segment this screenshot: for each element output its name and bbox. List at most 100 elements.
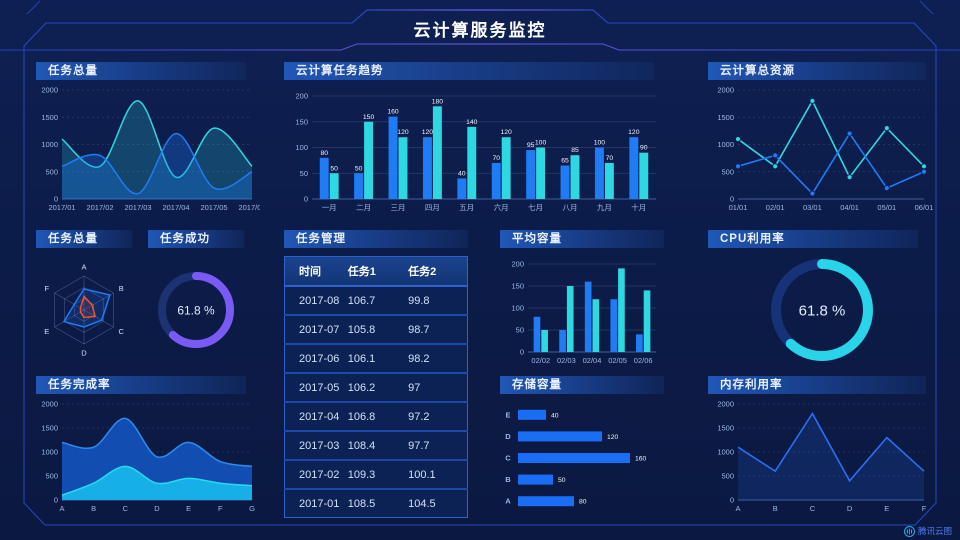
svg-text:2000: 2000	[41, 86, 58, 95]
svg-text:120: 120	[422, 129, 434, 136]
panel-header: 任务完成率	[36, 376, 246, 394]
table-row: 2017-05 106.2 97	[284, 373, 468, 403]
panel-task-table: 任务管理 时间 任务1 任务2 2017-08 106.7 99.8 2017-07 105.…	[284, 230, 468, 518]
svg-text:95: 95	[527, 142, 535, 149]
svg-text:C: C	[810, 504, 816, 513]
table-header: 时间	[284, 256, 347, 287]
svg-text:F: F	[44, 284, 49, 293]
table-cell: 2017-05	[284, 373, 347, 403]
panel-cpu-usage: CPU利用率 61.8 %	[708, 230, 936, 368]
svg-text:61.8 %: 61.8 %	[799, 302, 846, 319]
svg-text:02/05: 02/05	[608, 356, 627, 365]
svg-text:90: 90	[640, 145, 648, 152]
panel-task-total-radar: 任务总量 A B C D E F	[36, 230, 132, 368]
svg-text:四月: 四月	[425, 203, 440, 212]
svg-text:50: 50	[300, 169, 308, 178]
table-row: 2017-08 106.7 99.8	[284, 286, 468, 316]
panel-title: 内存利用率	[720, 379, 783, 391]
svg-text:B: B	[91, 504, 96, 513]
svg-text:E: E	[884, 504, 889, 513]
svg-text:0: 0	[730, 195, 734, 204]
svg-text:B: B	[505, 475, 511, 484]
svg-text:100: 100	[594, 140, 606, 147]
svg-text:120: 120	[397, 129, 409, 136]
svg-text:1500: 1500	[41, 113, 58, 122]
page-title: 云计算服务监控	[413, 21, 547, 40]
task-total-area-chart: 0 500 1000 1500 2000 2017/01 2017/02 2017/03 201…	[36, 80, 265, 215]
panel-title: 存储容量	[512, 379, 562, 391]
svg-text:1000: 1000	[41, 448, 58, 457]
svg-text:1000: 1000	[717, 140, 734, 149]
svg-text:A: A	[59, 504, 64, 513]
table-cell: 109.3	[346, 460, 408, 490]
svg-text:150: 150	[363, 114, 375, 121]
table-row: 2017-07 105.8 98.7	[284, 315, 468, 345]
table-row: 2017-04 106.8 97.2	[284, 402, 468, 432]
panel-header: CPU利用率	[708, 230, 918, 248]
svg-text:E: E	[186, 504, 191, 513]
svg-text:120: 120	[628, 129, 640, 136]
svg-text:D: D	[154, 504, 160, 513]
table-cell: 98.2	[407, 344, 468, 374]
table-cell: 2017-01	[299, 497, 340, 510]
svg-text:九月: 九月	[597, 203, 612, 212]
table-header: 任务1	[346, 256, 408, 287]
svg-text:0: 0	[730, 496, 734, 505]
task-management-table: 时间 任务1 任务2 2017-08 106.7 99.8 2017-07 105.8 98.7…	[284, 248, 468, 518]
svg-text:2000: 2000	[717, 400, 734, 409]
table-cell: 106.7	[346, 286, 408, 316]
panel-cloud-total-resources: 云计算总资源 0 500 1000 1500 2000 01/01 02/01 03/01 04…	[708, 62, 936, 215]
svg-text:150: 150	[295, 117, 308, 126]
panel-title: 任务管理	[296, 233, 346, 245]
svg-text:1000: 1000	[41, 140, 58, 149]
table-cell: 106.8	[346, 402, 408, 432]
svg-text:70: 70	[492, 155, 500, 162]
svg-text:100: 100	[511, 304, 524, 313]
panel-title: 任务总量	[48, 233, 98, 245]
svg-text:2017/01: 2017/01	[48, 203, 75, 212]
storage-capacity-hbar-chart: E 40 D 120 C 160 B 50 A 80	[500, 394, 664, 516]
svg-text:G: G	[249, 504, 255, 513]
svg-text:02/01: 02/01	[766, 203, 785, 212]
panel-header: 存储容量	[500, 376, 664, 394]
table-cell: 97.7	[407, 431, 468, 461]
panel-header: 任务总量	[36, 230, 132, 248]
task-success-donut: 61.8 %	[148, 248, 244, 368]
svg-text:120: 120	[501, 129, 513, 136]
panel-task-success: 任务成功 61.8 %	[148, 230, 244, 368]
svg-text:A: A	[735, 504, 740, 513]
table-cell: 2017-06	[284, 344, 347, 374]
svg-text:B: B	[119, 284, 124, 293]
svg-text:1500: 1500	[717, 424, 734, 433]
table-cell: 97.2	[407, 402, 468, 432]
svg-text:160: 160	[387, 109, 399, 116]
svg-text:80: 80	[320, 150, 328, 157]
table-cell: 108.5	[347, 497, 376, 510]
panel-memory-usage: 内存利用率 0 500 1000 1500 2000 A B C D E F	[708, 376, 936, 516]
svg-text:二月: 二月	[356, 203, 371, 212]
svg-text:1500: 1500	[41, 424, 58, 433]
svg-text:2017/03: 2017/03	[124, 203, 151, 212]
table-cell: 2017-02	[284, 460, 347, 490]
svg-text:40: 40	[458, 170, 466, 177]
svg-text:C: C	[505, 454, 511, 463]
svg-text:0: 0	[520, 348, 524, 357]
svg-text:0: 0	[304, 195, 308, 204]
svg-text:八月: 八月	[563, 203, 578, 212]
svg-text:500: 500	[45, 167, 58, 176]
tencent-cloud-logo: 腾讯云图	[903, 525, 952, 537]
svg-text:50: 50	[330, 165, 338, 172]
svg-text:十月: 十月	[631, 202, 646, 212]
svg-text:50: 50	[355, 165, 363, 172]
logo-icon	[903, 525, 915, 537]
svg-text:85: 85	[571, 147, 579, 154]
panel-title: 任务总量	[48, 65, 98, 77]
svg-text:2017/06: 2017/06	[238, 203, 260, 212]
table-cell: 105.8	[346, 315, 408, 345]
svg-text:1500: 1500	[717, 113, 734, 122]
svg-text:E: E	[505, 410, 510, 419]
logo-text: 腾讯云图	[917, 526, 952, 536]
svg-text:C: C	[119, 327, 125, 336]
svg-text:50: 50	[558, 477, 566, 484]
svg-text:一月: 一月	[322, 203, 337, 212]
